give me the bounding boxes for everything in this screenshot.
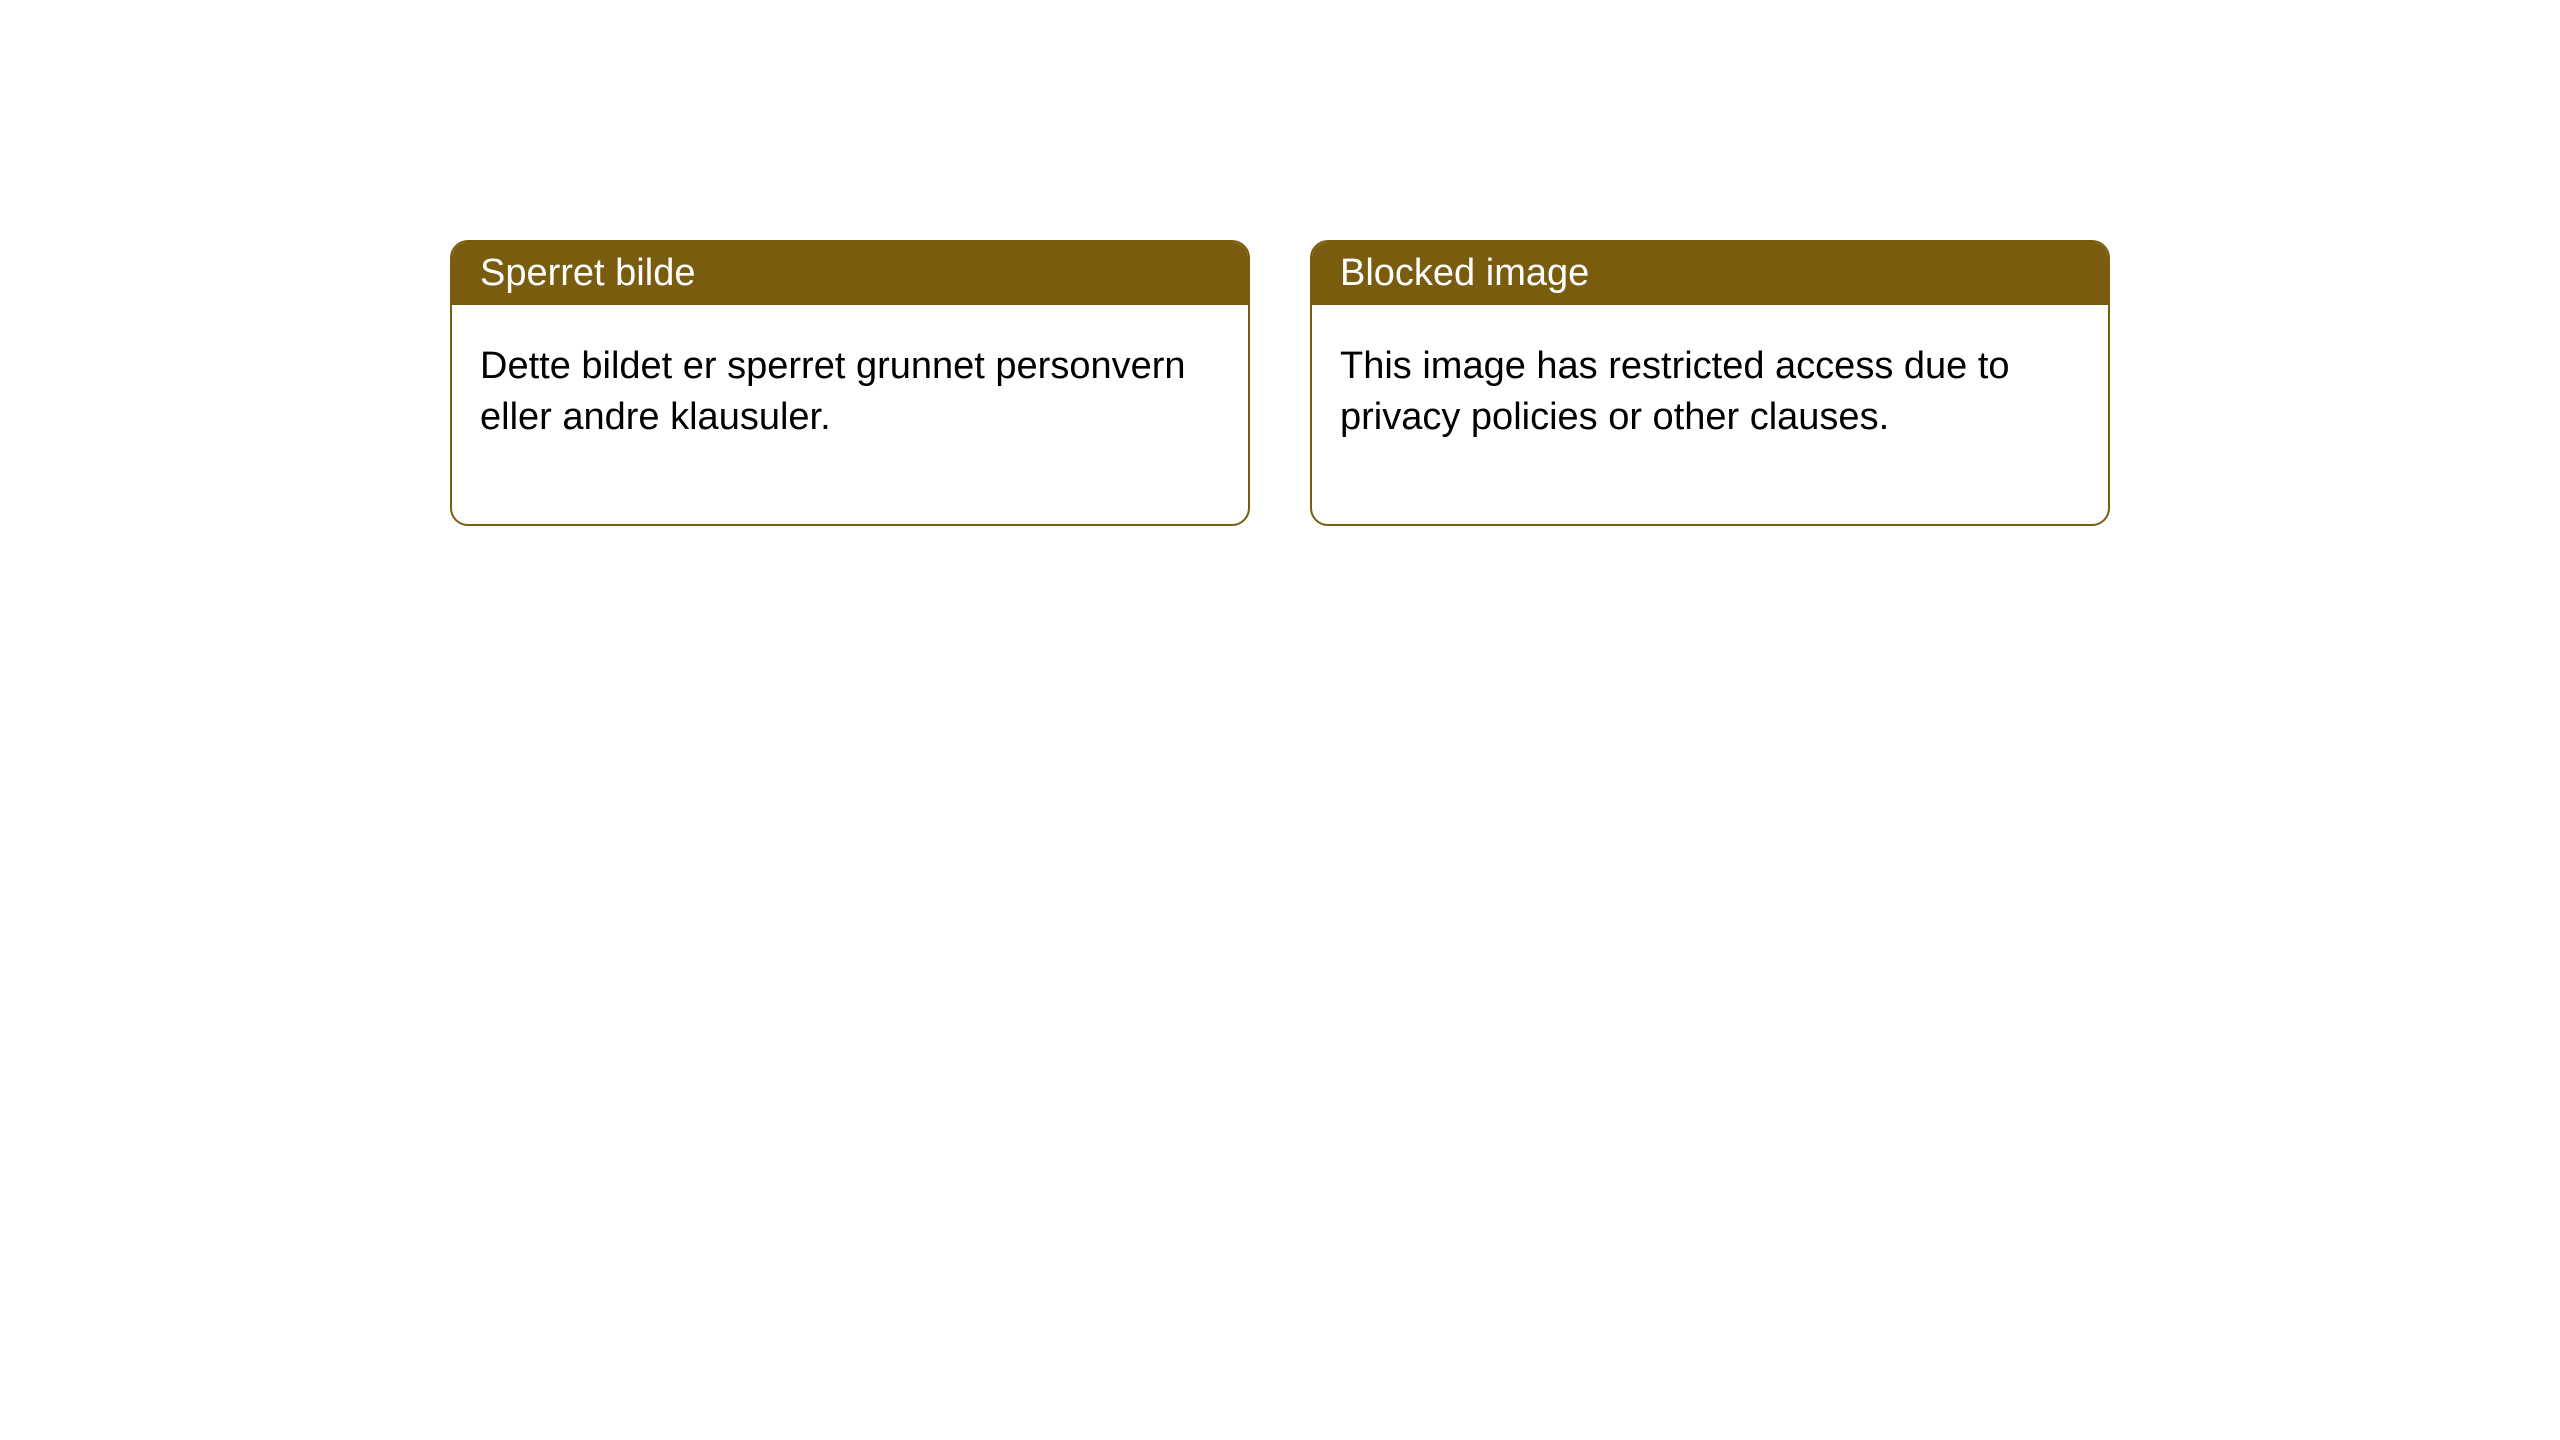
card-body: This image has restricted access due to … [1312, 305, 2108, 524]
notice-cards-container: Sperret bilde Dette bildet er sperret gr… [450, 240, 2110, 526]
card-title: Sperret bilde [452, 242, 1248, 305]
card-body: Dette bildet er sperret grunnet personve… [452, 305, 1248, 524]
card-title: Blocked image [1312, 242, 2108, 305]
notice-card-norwegian: Sperret bilde Dette bildet er sperret gr… [450, 240, 1250, 526]
notice-card-english: Blocked image This image has restricted … [1310, 240, 2110, 526]
